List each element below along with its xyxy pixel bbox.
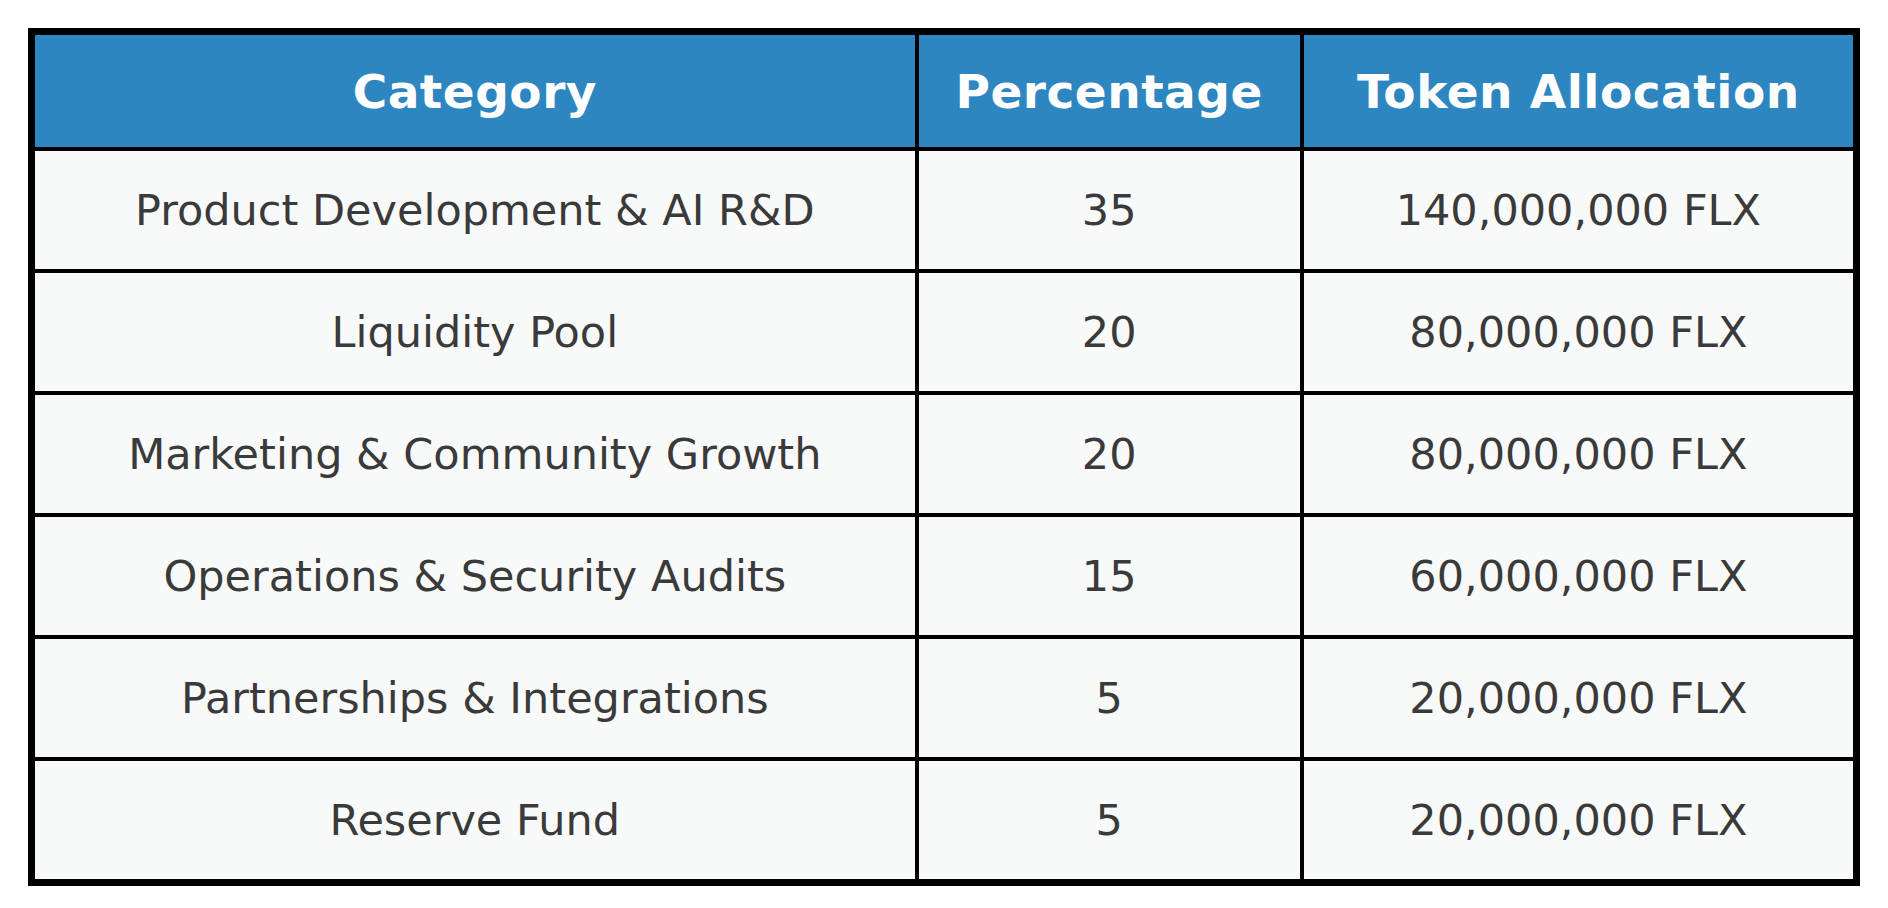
table-row: Product Development & AI R&D35140,000,00… (32, 149, 1857, 271)
category-cell: Partnerships & Integrations (32, 637, 917, 759)
percentage-cell: 35 (917, 149, 1302, 271)
token-allocation-cell: 20,000,000 FLX (1302, 759, 1857, 883)
column-header-percentage: Percentage (917, 32, 1302, 150)
table-body: Product Development & AI R&D35140,000,00… (32, 149, 1857, 883)
column-header-token-allocation: Token Allocation (1302, 32, 1857, 150)
category-cell: Marketing & Community Growth (32, 393, 917, 515)
percentage-cell: 5 (917, 637, 1302, 759)
percentage-cell: 20 (917, 271, 1302, 393)
column-header-category: Category (32, 32, 917, 150)
category-cell: Operations & Security Audits (32, 515, 917, 637)
percentage-cell: 5 (917, 759, 1302, 883)
table-row: Liquidity Pool2080,000,000 FLX (32, 271, 1857, 393)
table-row: Marketing & Community Growth2080,000,000… (32, 393, 1857, 515)
category-cell: Liquidity Pool (32, 271, 917, 393)
table-row: Reserve Fund520,000,000 FLX (32, 759, 1857, 883)
token-allocation-cell: 60,000,000 FLX (1302, 515, 1857, 637)
header-row: Category Percentage Token Allocation (32, 32, 1857, 150)
token-allocation-cell: 140,000,000 FLX (1302, 149, 1857, 271)
page: Category Percentage Token Allocation Pro… (0, 0, 1888, 908)
token-allocation-cell: 80,000,000 FLX (1302, 393, 1857, 515)
table-row: Operations & Security Audits1560,000,000… (32, 515, 1857, 637)
token-allocation-table: Category Percentage Token Allocation Pro… (28, 28, 1860, 886)
percentage-cell: 20 (917, 393, 1302, 515)
token-allocation-cell: 20,000,000 FLX (1302, 637, 1857, 759)
percentage-cell: 15 (917, 515, 1302, 637)
table-row: Partnerships & Integrations520,000,000 F… (32, 637, 1857, 759)
token-allocation-cell: 80,000,000 FLX (1302, 271, 1857, 393)
category-cell: Reserve Fund (32, 759, 917, 883)
category-cell: Product Development & AI R&D (32, 149, 917, 271)
